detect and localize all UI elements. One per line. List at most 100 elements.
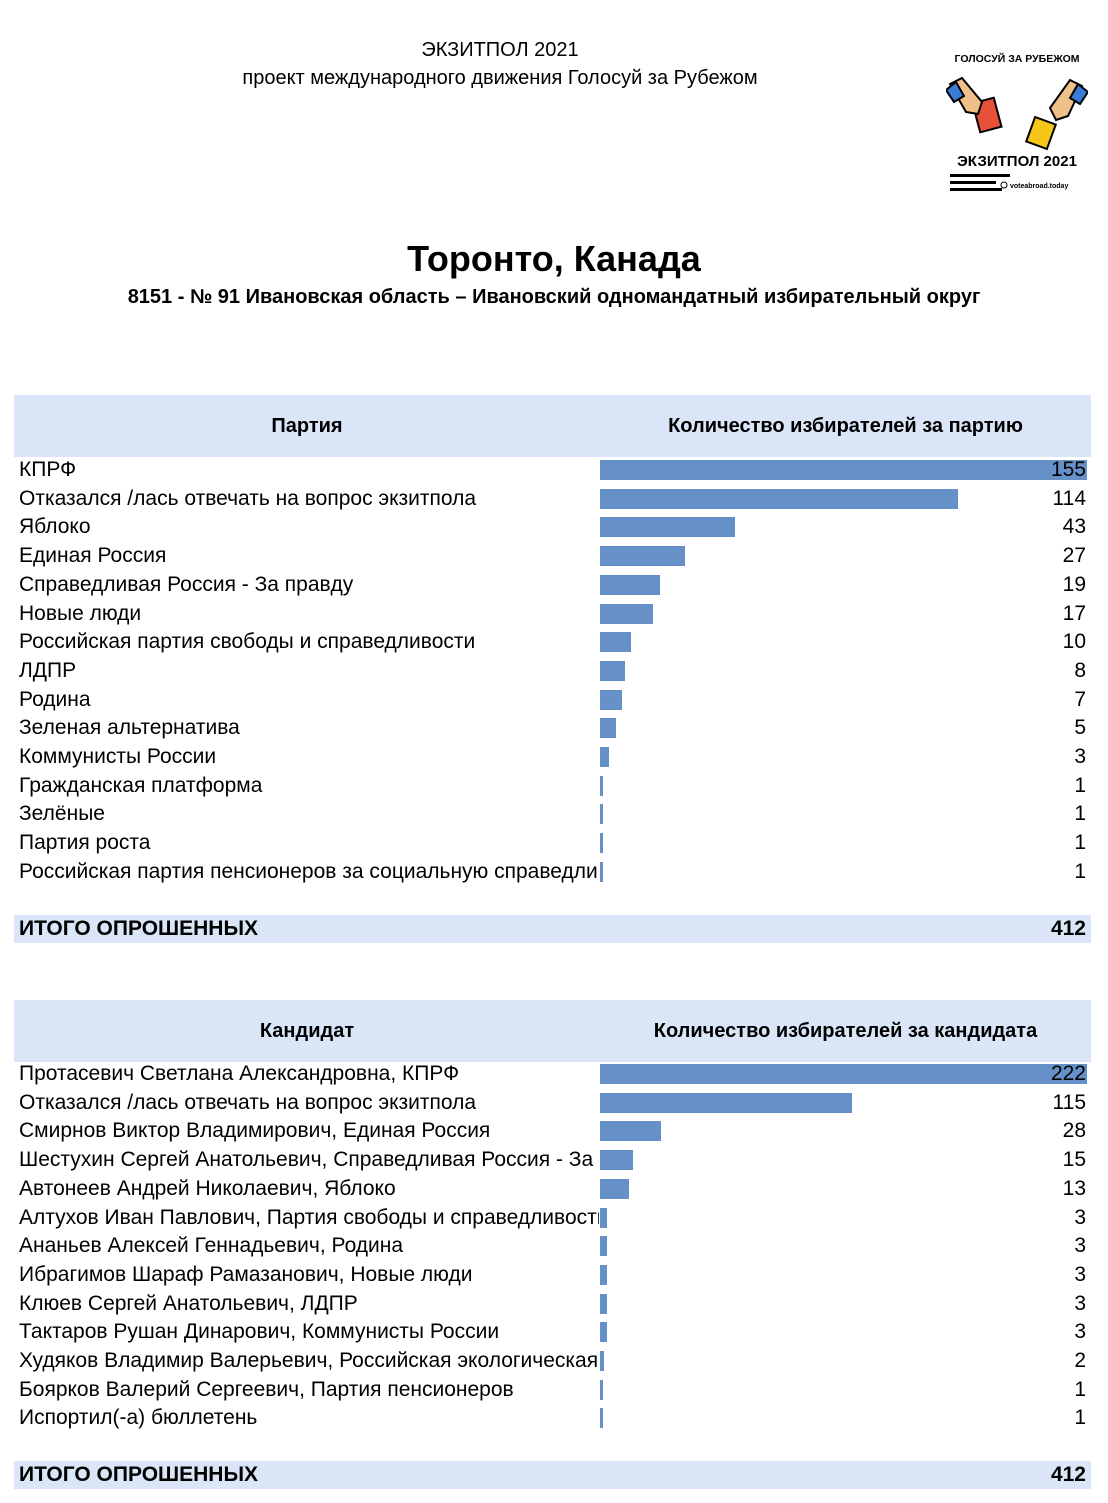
row-label: Автонеев Андрей Николаевич, Яблоко [19,1176,396,1200]
row-value: 1 [1074,802,1086,826]
candidates-total-label: ИТОГО ОПРОШЕННЫХ [19,1463,259,1486]
value-bar [600,488,958,509]
row-value: 3 [1074,1291,1086,1315]
value-bar [600,718,616,739]
row-value: 7 [1074,687,1086,711]
table-row: Отказался /лась отвечать на вопрос экзит… [14,1089,1091,1117]
table-row: Ибрагимов Шараф Рамазанович, Новые люди 3 [14,1261,1091,1289]
row-value: 1 [1074,859,1086,883]
row-value: 17 [1062,601,1086,625]
table-row: Ананьев Алексей Геннадьевич, Родина 3 [14,1232,1091,1260]
value-bar [600,1379,603,1400]
value-bar [600,632,631,653]
value-bar [600,1178,629,1199]
table-row: Зелёные 1 [14,800,1091,828]
row-label: КПРФ [19,458,77,481]
value-bar [600,574,660,595]
row-value: 1 [1074,831,1086,855]
value-bar [600,1092,852,1113]
row-value: 27 [1062,544,1086,568]
table-row: Смирнов Виктор Владимирович, Единая Росс… [14,1117,1091,1145]
row-value: 5 [1074,716,1086,740]
table-row: Российская партия свободы и справедливос… [14,628,1091,656]
report-header: ЭКЗИТПОЛ 2021 проект международного движ… [0,36,1000,92]
row-value: 115 [1052,1090,1086,1114]
row-label: Справедливая Россия - За правду [19,572,354,596]
value-bar [600,1351,604,1371]
value-bar [600,1121,661,1142]
logo-bottom-text: ЭКЗИТПОЛ 2021 [957,153,1077,170]
row-label: Протасевич Светлана Александровна, КПРФ [19,1062,460,1085]
row-label: Испортил(-а) бюллетень [19,1406,258,1430]
row-label: Худяков Владимир Валерьевич, Российская … [19,1349,599,1372]
row-label: Ананьев Алексей Геннадьевич, Родина [19,1234,404,1258]
table-row: Яблоко 43 [14,513,1091,541]
row-value: 2 [1074,1349,1086,1372]
table-row: Гражданская платформа 1 [14,772,1091,800]
row-value: 222 [1050,1062,1086,1085]
row-label: Партия роста [19,831,151,855]
candidates-table-header: Кандидат Количество избирателей за канди… [14,1000,1091,1062]
table-row: Коммунисты России 3 [14,743,1091,771]
row-value: 3 [1074,745,1086,768]
value-bar [600,603,653,624]
row-value: 155 [1050,458,1086,481]
table-row: Зеленая альтернатива 5 [14,714,1091,742]
candidates-col-count: Количество избирателей за кандидата [653,1020,1038,1042]
value-bar [600,689,622,710]
parties-total-value: 412 [1050,917,1086,940]
row-label: Ибрагимов Шараф Рамазанович, Новые люди [19,1262,473,1286]
value-bar [600,1322,607,1343]
table-row: Отказался /лась отвечать на вопрос экзит… [14,485,1091,513]
value-bar [600,517,735,538]
value-bar [600,546,685,567]
row-label: Шестухин Сергей Анатольевич, Справедлива… [19,1148,599,1172]
table-row: Клюев Сергей Анатольевич, ЛДПР 3 [14,1290,1091,1318]
row-value: 15 [1062,1148,1086,1172]
row-label: Отказался /лась отвечать на вопрос экзит… [19,1090,477,1114]
row-label: Российская партия пенсионеров за социаль… [19,859,599,883]
table-row: Протасевич Светлана Александровна, КПРФ 2… [14,1060,1091,1088]
row-label: Новые люди [19,601,142,625]
report-subtitle: проект международного движения Голосуй з… [242,67,758,89]
row-value: 10 [1062,630,1086,654]
value-bar [600,460,1087,480]
parties-table-header: Партия Количество избирателей за партию [14,395,1091,457]
row-value: 1 [1074,773,1086,797]
parties-total-row: ИТОГО ОПРОШЕННЫХ 412 [14,915,1091,943]
table-row: Партия роста 1 [14,829,1091,857]
value-bar [600,660,625,681]
city-title: Торонто, Канада [407,238,701,279]
row-label: Родина [19,687,91,711]
value-bar [600,1064,1087,1084]
row-value: 43 [1062,515,1086,539]
row-label: Боярков Валерий Сергеевич, Партия пенсио… [19,1377,514,1401]
candidates-total-value: 412 [1050,1463,1086,1486]
table-row: Шестухин Сергей Анатольевич, Справедлива… [14,1146,1091,1174]
row-value: 28 [1062,1119,1086,1143]
row-value: 3 [1074,1262,1086,1286]
table-row: Тактаров Рушан Динарович, Коммунисты Рос… [14,1318,1091,1346]
table-row: Автонеев Андрей Николаевич, Яблоко 13 [14,1175,1091,1203]
table-row: Алтухов Иван Павлович, Партия свободы и … [14,1204,1091,1232]
value-bar [600,747,609,767]
value-bar [600,1293,607,1314]
value-bar [600,1408,603,1429]
candidates-total-row: ИТОГО ОПРОШЕННЫХ 412 [14,1461,1091,1489]
report-title: ЭКЗИТПОЛ 2021 [421,39,579,61]
row-value: 8 [1074,658,1086,682]
value-bar [600,804,603,825]
value-bar [600,833,603,854]
row-label: Зеленая альтернатива [19,716,240,740]
row-label: Коммунисты России [19,745,217,768]
row-label: Зелёные [19,802,105,826]
row-value: 114 [1052,486,1086,510]
parties-col-party: Партия [271,415,343,437]
exitpoll-logo: ГОЛОСУЙ ЗА РУБЕЖОМ ЭКЗИТПОЛ 2021 voteabr… [946,52,1088,191]
candidates-col-candidate: Кандидат [259,1020,355,1042]
value-bar [600,861,603,882]
row-label: Гражданская платформа [19,773,263,797]
row-value: 13 [1062,1176,1086,1200]
row-value: 3 [1074,1234,1086,1258]
table-row: Новые люди 17 [14,600,1091,628]
